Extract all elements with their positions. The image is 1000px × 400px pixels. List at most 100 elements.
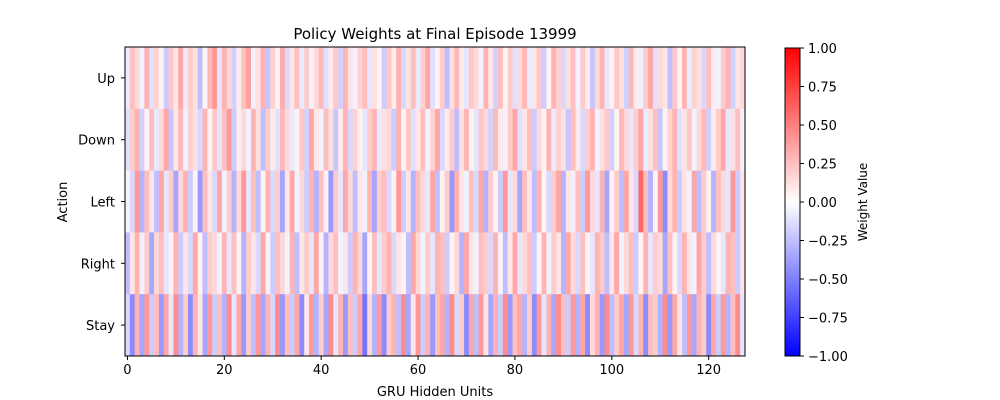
heatmap-cell <box>565 294 572 357</box>
heatmap-cell <box>459 294 465 357</box>
heatmap-cell <box>338 294 344 357</box>
heatmap-cell <box>720 108 727 171</box>
heatmap-cell <box>488 170 494 233</box>
heatmap-cell <box>415 108 421 171</box>
heatmap-cell <box>139 232 145 295</box>
heatmap-cell <box>556 232 562 295</box>
heatmap-cell <box>386 170 392 233</box>
heatmap-cell <box>570 47 576 110</box>
heatmap-cell <box>415 170 421 233</box>
heatmap-cell <box>594 108 601 171</box>
heatmap-cell <box>381 232 387 295</box>
heatmap-cell <box>575 108 581 171</box>
heatmap-cell <box>333 170 339 233</box>
heatmap-cell <box>531 108 538 171</box>
heatmap-cell <box>260 294 266 357</box>
heatmap-cell <box>284 294 291 357</box>
heatmap-cell <box>435 170 441 233</box>
heatmap-cell <box>439 47 446 110</box>
heatmap-cell <box>401 108 407 171</box>
heatmap-cell <box>338 170 344 233</box>
heatmap-cell <box>125 170 131 233</box>
heatmap-cell <box>415 232 421 295</box>
heatmap-cell <box>541 170 547 233</box>
heatmap-cell <box>686 294 693 357</box>
heatmap-cell <box>556 170 562 233</box>
colorbar <box>784 47 801 357</box>
heatmap-cell <box>178 47 184 110</box>
heatmap-cell <box>648 294 654 357</box>
colorbar-tick-label: −0.50 <box>808 273 848 288</box>
heatmap-cell <box>435 47 441 110</box>
x-axis-ticks: 0 20 40 60 80 100 120 <box>123 356 721 378</box>
heatmap-cell <box>125 294 131 357</box>
heatmap-cell <box>178 232 184 295</box>
heatmap-cell <box>207 47 213 110</box>
heatmap-cell <box>221 232 228 295</box>
heatmap-cell <box>352 232 358 295</box>
heatmap-cell <box>546 47 552 110</box>
heatmap-cell <box>250 232 257 295</box>
heatmap-cell <box>643 47 649 110</box>
heatmap-cell <box>168 108 174 171</box>
heatmap-cell <box>333 108 339 171</box>
heatmap-cell <box>212 232 218 295</box>
heatmap-cell <box>677 170 683 233</box>
heatmap-cell <box>667 232 673 295</box>
heatmap-cell <box>318 170 324 233</box>
heatmap-cell <box>449 294 455 357</box>
heatmap-cell <box>609 108 615 171</box>
colorbar-tick-label: −0.25 <box>808 235 848 250</box>
heatmap-cell <box>439 170 446 233</box>
heatmap-cell <box>590 108 596 171</box>
heatmap-cell <box>425 108 431 171</box>
heatmap-cell <box>192 108 199 171</box>
colorbar-label: Weight Value <box>856 163 870 242</box>
heatmap-cell <box>386 108 392 171</box>
heatmap-cell <box>294 232 300 295</box>
heatmap-cell <box>696 108 702 171</box>
heatmap-cell <box>575 170 581 233</box>
heatmap-cell <box>386 294 392 357</box>
heatmap-cell <box>590 232 596 295</box>
heatmap-cell <box>570 294 576 357</box>
heatmap-cell <box>139 47 145 110</box>
heatmap-cell <box>546 108 552 171</box>
heatmap-cell <box>507 47 513 110</box>
heatmap-cell <box>221 47 228 110</box>
heatmap-cell <box>454 232 460 295</box>
heatmap-cell <box>212 108 218 171</box>
heatmap-cell <box>488 47 494 110</box>
heatmap-cell <box>178 294 184 357</box>
heatmap-cell <box>304 108 310 171</box>
chart-title: Policy Weights at Final Episode 13999 <box>293 25 576 43</box>
heatmap-cell <box>410 294 417 357</box>
heatmap-cell <box>725 294 731 357</box>
heatmap-cell <box>536 108 542 171</box>
heatmap-cell <box>187 47 194 110</box>
heatmap-cell <box>255 294 262 357</box>
heatmap-cell <box>202 170 208 233</box>
heatmap-cell <box>221 294 228 357</box>
heatmap-cell <box>246 47 252 110</box>
heatmap-cell <box>740 170 746 233</box>
heatmap-cell <box>207 170 213 233</box>
heatmap-cell <box>517 232 523 295</box>
heatmap-cell <box>657 108 664 171</box>
heatmap-cell <box>149 47 155 110</box>
heatmap-cell <box>391 232 397 295</box>
heatmap-cell <box>725 170 731 233</box>
heatmap-cell <box>192 47 199 110</box>
heatmap-cell <box>735 232 741 295</box>
heatmap-cell <box>546 232 552 295</box>
heatmap-cell <box>183 232 189 295</box>
heatmap-cell <box>551 170 557 233</box>
heatmap-cell <box>187 232 194 295</box>
heatmap-cell <box>614 47 620 110</box>
heatmap-cell <box>464 108 470 171</box>
heatmap-cell <box>527 232 533 295</box>
heatmap-cell <box>255 232 262 295</box>
colorbar-tick-label: 0.00 <box>808 196 837 211</box>
heatmap-cell <box>173 170 179 233</box>
heatmap-cell <box>536 170 542 233</box>
